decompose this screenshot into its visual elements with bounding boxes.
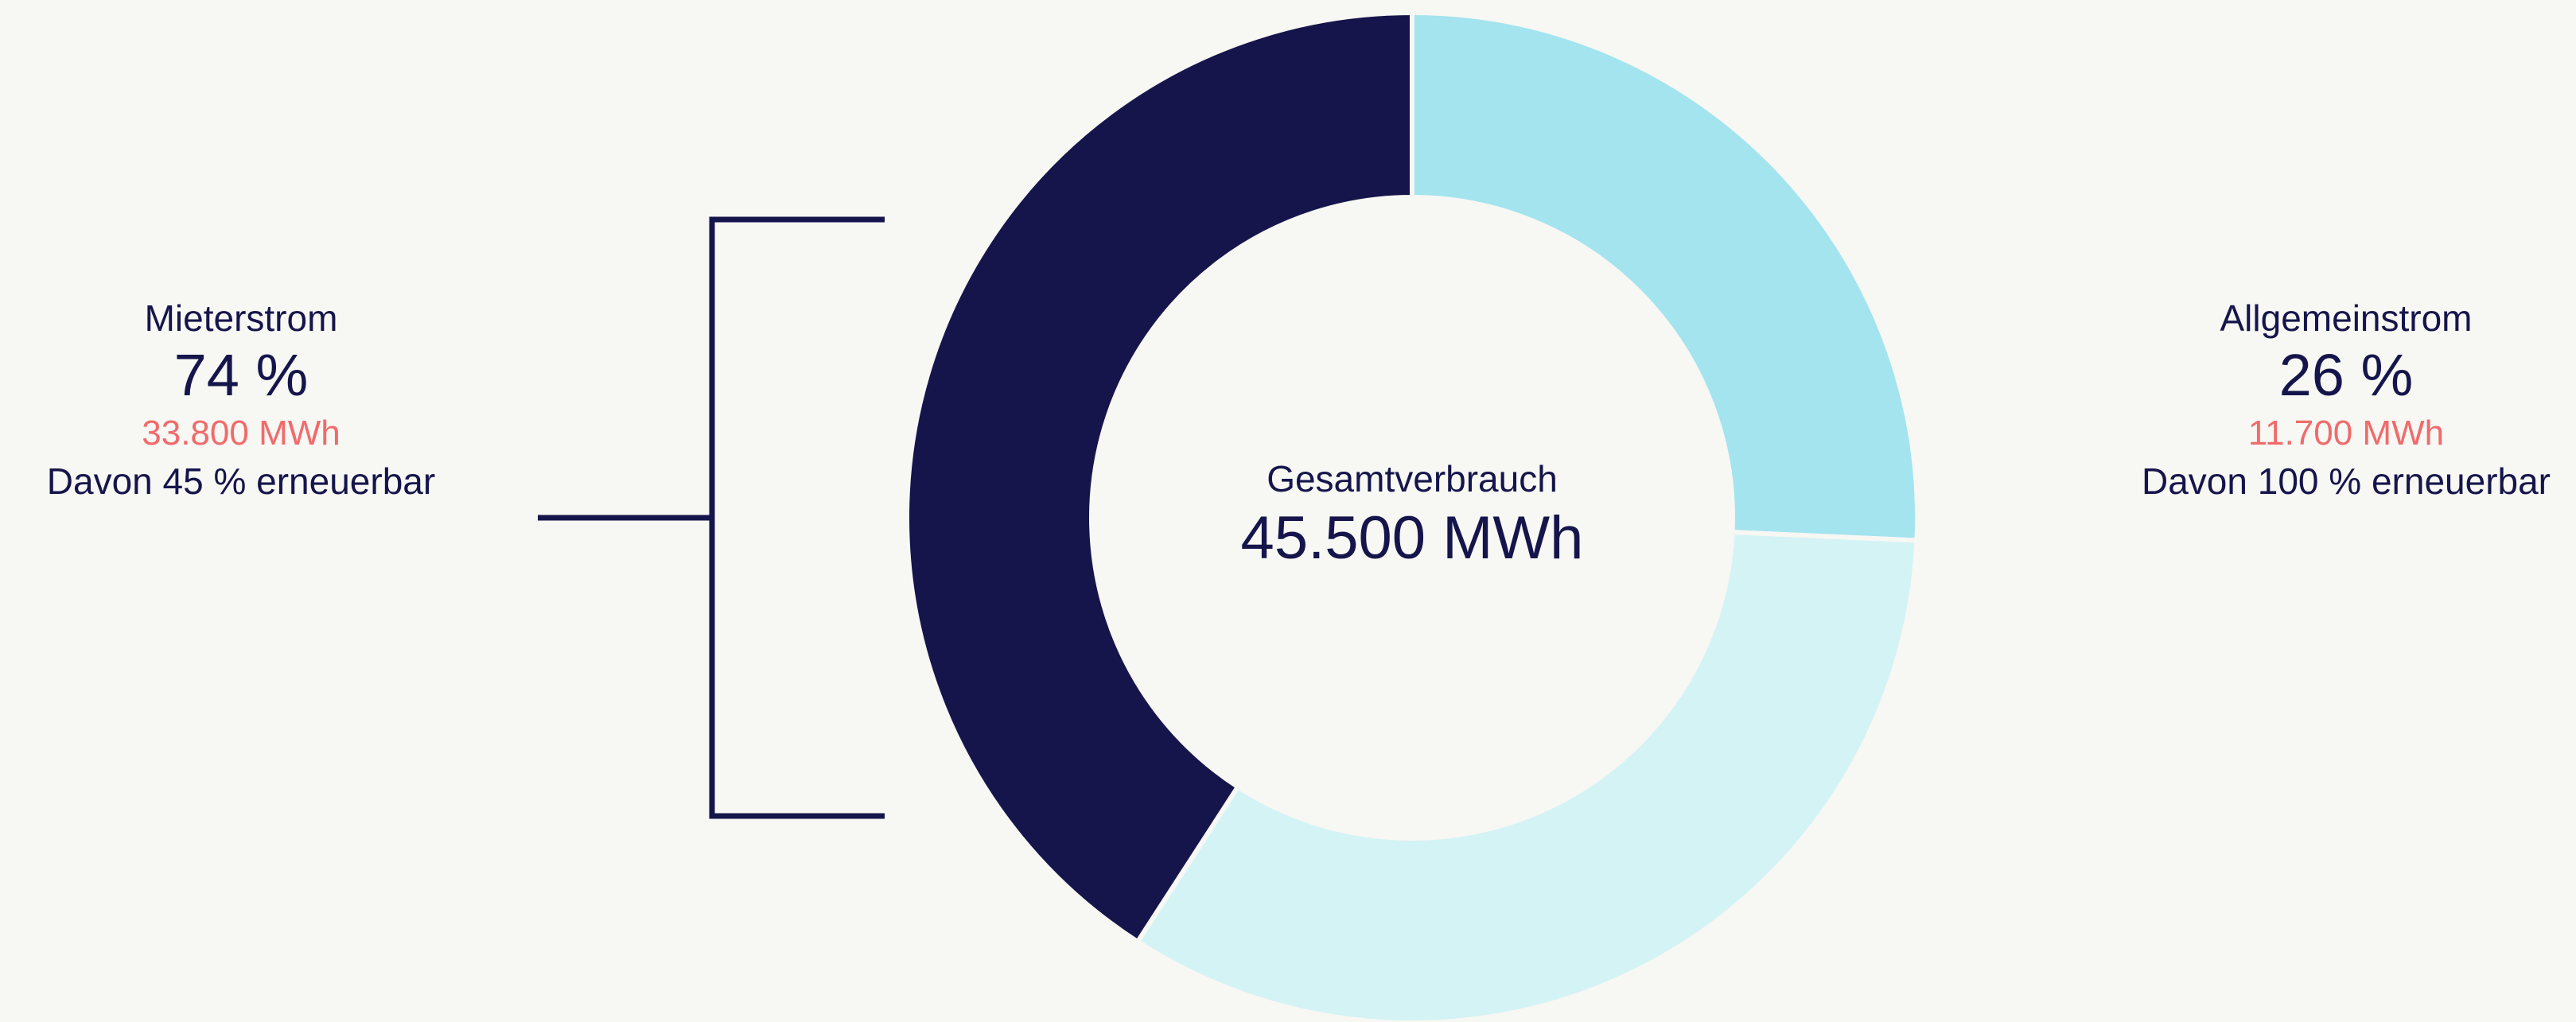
total-value: 45.500 MWh <box>1240 504 1584 572</box>
allgemeinstrom-renewable: Davon 100 % erneuerbar <box>2142 460 2551 502</box>
mieterstrom-renewable: Davon 45 % erneuerbar <box>46 460 436 502</box>
donut-center-label: Gesamtverbrauch 45.500 MWh <box>1173 456 1651 575</box>
allgemeinstrom-mwh: 11.700 MWh <box>2247 414 2445 453</box>
donut-slices <box>905 10 1920 1022</box>
mieterstrom-bracket <box>538 216 885 819</box>
allgemeinstrom-name: Allgemeinstrom <box>2220 297 2473 339</box>
mieterstrom-mwh: 33.800 MWh <box>142 414 340 453</box>
allgemeinstrom-label-group: Allgemeinstrom 26 % 11.700 MWh Davon 100… <box>2100 296 2576 506</box>
donut-slice-1 <box>1410 10 1920 543</box>
donut-slice-2 <box>1134 529 1920 1022</box>
bracket-line <box>538 216 885 819</box>
mieterstrom-label-group: Mieterstrom 74 % 33.800 MWh Davon 45 % e… <box>0 296 482 506</box>
mieterstrom-name: Mieterstrom <box>144 297 338 339</box>
mieterstrom-percent: 74 % <box>173 342 309 408</box>
total-label: Gesamtverbrauch <box>1267 458 1558 499</box>
donut-slice-3 <box>905 10 1414 946</box>
allgemeinstrom-percent: 26 % <box>2278 342 2414 408</box>
